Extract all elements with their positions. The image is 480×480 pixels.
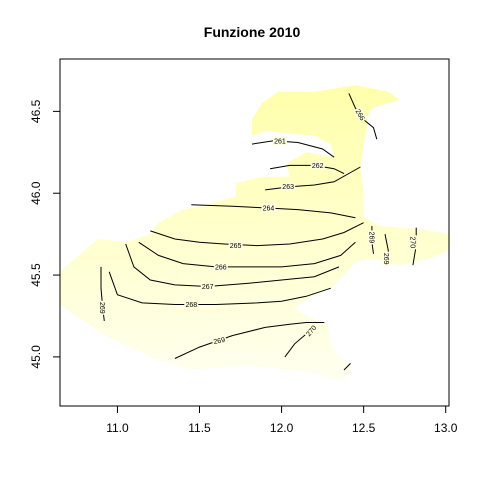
contour-label-bg — [184, 300, 199, 309]
contour-label-261: 261 — [274, 138, 286, 145]
contour-line-268 — [108, 271, 331, 305]
contour-label-bg — [367, 230, 376, 245]
contour-label-266: 266 — [215, 264, 227, 271]
x-tick-label: 11.0 — [106, 421, 129, 435]
contour-line-270 — [343, 363, 351, 371]
x-tick-label: 12.0 — [270, 421, 294, 435]
y-tick-label: 45.5 — [29, 263, 43, 287]
contour-label-263: 263 — [282, 184, 294, 191]
contour-label-bg — [261, 203, 276, 212]
y-tick-label: 46.0 — [29, 181, 43, 205]
x-tick-label: 13.0 — [434, 421, 458, 435]
chart-title: Funzione 2010 — [204, 24, 301, 40]
contour-label-bg — [382, 251, 391, 266]
contour-label-bg — [228, 241, 243, 250]
y-tick-label: 45.0 — [29, 345, 43, 369]
contour-label-bg — [310, 161, 325, 170]
x-tick-label: 12.5 — [352, 421, 376, 435]
contour-label-bg — [353, 106, 368, 123]
contour-label-bg — [303, 322, 319, 339]
contour-label-270: 270 — [408, 236, 415, 248]
contour-label-268: 268 — [185, 302, 197, 309]
contour-label-262: 262 — [312, 163, 324, 170]
contour-label-265: 265 — [230, 243, 242, 250]
contour-label-269: 269 — [382, 253, 389, 265]
contour-line-266 — [138, 241, 356, 268]
contour-label-264: 264 — [263, 205, 275, 212]
region-fill — [60, 85, 449, 382]
x-axis: 11.0 11.5 12.0 12.5 13.0 — [106, 406, 458, 435]
x-tick-label: 11.5 — [188, 421, 211, 435]
y-tick-label: 46.5 — [29, 99, 43, 123]
contour-label-bg — [98, 300, 107, 315]
contour-label-269: 269 — [367, 232, 374, 244]
plot-region: 261 262 263 264 265 266 267 268 269 269 270 269 269 2… — [60, 85, 449, 382]
contour-label-bg — [200, 282, 215, 291]
contour-line-264 — [191, 204, 356, 219]
y-axis: 45.0 45.5 46.0 46.5 — [29, 99, 60, 369]
contour-label-266: 266 — [354, 108, 366, 122]
contour-line-261 — [251, 140, 335, 158]
contour-line-269 — [174, 322, 325, 359]
contour-label-bg — [408, 235, 417, 250]
plot-frame — [59, 58, 450, 407]
contour-line-265 — [150, 222, 364, 247]
contour-label-267: 267 — [202, 284, 214, 291]
contour-label-bg — [213, 262, 228, 271]
contour-label-269: 269 — [213, 337, 226, 346]
contour-label-bg — [211, 335, 227, 346]
contour-label-bg — [281, 182, 296, 191]
contour-label-bg — [272, 136, 287, 145]
contour-label-269: 269 — [98, 302, 105, 314]
